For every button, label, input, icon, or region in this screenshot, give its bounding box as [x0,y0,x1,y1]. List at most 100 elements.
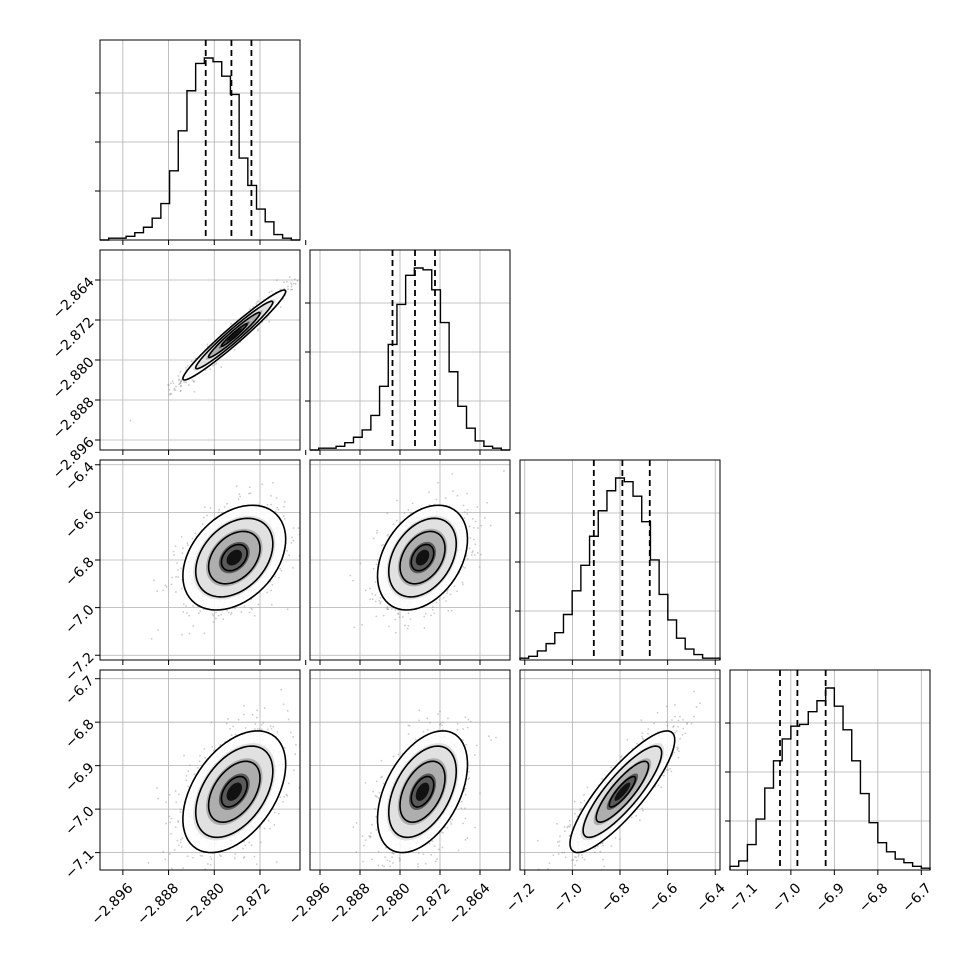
scatter-point [201,523,204,526]
scatter-point [283,505,286,508]
scatter-point [370,832,372,835]
scatter-point [186,611,188,614]
scatter-point [156,786,158,789]
scatter-point [230,734,233,737]
scatter-point [258,826,261,829]
scatter-point [316,517,318,519]
scatter-point [249,492,252,495]
scatter-point [462,822,464,825]
scatter-point [275,279,278,282]
scatter-point [376,559,379,561]
scatter-point [162,850,165,853]
scatter-point [641,732,644,735]
scatter-point [193,390,196,393]
scatter-point [168,815,171,818]
scatter-point [210,721,213,724]
scatter-point [186,544,189,547]
scatter-point [467,778,470,780]
scatter-point [374,581,377,583]
scatter-point [462,739,464,741]
scatter-point [387,608,390,611]
scatter-point [402,878,404,880]
scatter-point [285,280,288,283]
scatter-point [180,379,183,382]
scatter-point [300,812,302,814]
scatter-point [214,363,216,366]
scatter-point [579,807,582,810]
scatter-point [569,824,572,826]
scatter-point [364,589,367,592]
scatter-point [466,512,469,515]
scatter-point [381,864,384,867]
scatter-point [474,826,476,829]
scatter-point [378,599,381,602]
scatter-point [471,551,474,554]
scatter-point [467,770,470,773]
scatter-point [282,515,285,518]
scatter-point [594,847,596,850]
scatter-point [287,782,290,785]
scatter-point [280,688,283,691]
scatter-point [433,612,436,614]
scatter-point [238,493,241,496]
axes-frame [99,249,301,451]
density-fill [226,549,242,566]
scatter-point [376,529,379,532]
scatter-point [162,589,165,592]
scatter-point [442,832,444,834]
histogram-panel-2 [515,459,721,661]
scatter-point [197,612,200,615]
scatter-point [282,703,285,706]
scatter-point [169,821,172,824]
scatter-point [495,736,497,739]
histogram-series-2 [519,477,721,660]
scatter-point [426,728,429,731]
scatter-point [248,841,251,844]
scatter-point [370,823,373,826]
scatter-point [277,508,280,511]
scatter-point [386,534,389,537]
scatter-point [190,360,193,363]
scatter-point [380,759,383,762]
scatter-point [189,764,191,767]
scatter-point [610,766,613,769]
scatter-point [209,368,212,371]
scatter-point [464,716,467,719]
scatter-point [193,380,195,383]
scatter-point [249,308,251,310]
scatter-point [177,375,180,377]
scatter-point [355,851,358,853]
scatter-point [386,606,389,609]
scatter-point [642,738,645,741]
scatter-point [488,735,490,738]
scatter-point [256,329,259,332]
scatter-point [368,835,371,837]
scatter-point [438,848,440,851]
scatter-point [273,824,276,826]
scatter-point [157,629,160,631]
scatter-point [392,523,395,526]
scatter-point [369,598,372,601]
scatter-point [270,603,273,606]
scatter-point [169,382,172,385]
scatter-point [293,769,295,772]
scatter-point [353,626,356,629]
scatter-point [377,864,380,867]
scatter-point [165,586,168,588]
scatter-point [179,370,182,373]
scatter-point [568,835,571,838]
scatter-point [232,725,235,728]
scatter-point [379,596,382,599]
scatter-point [397,612,400,615]
scatter-point [293,278,296,281]
scatter-point [436,858,438,861]
scatter-point [468,547,471,550]
scatter-point [179,380,182,383]
scatter-point [254,723,257,725]
scatter-point [479,792,481,795]
scatter-panel-2-1 [309,459,511,661]
scatter-point [447,609,450,612]
axes-frame [309,669,511,871]
scatter-point [381,775,384,778]
scatter-point [392,755,395,758]
